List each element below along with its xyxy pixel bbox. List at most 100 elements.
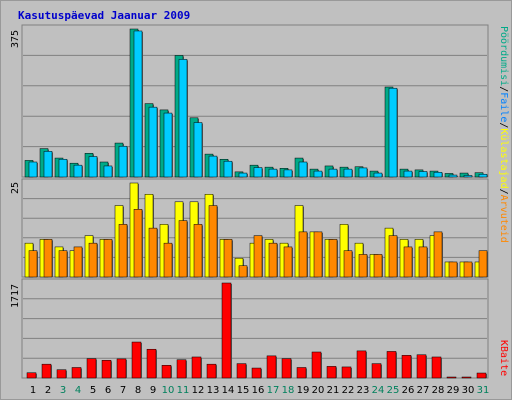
- bar-files-9: [148, 106, 158, 178]
- bar-files-3: [58, 158, 68, 178]
- bar-files-25: [388, 87, 398, 178]
- bar-sites-13: [208, 205, 218, 278]
- bar-kbytes-18: [281, 358, 292, 379]
- day-label-19: 19: [297, 385, 310, 396]
- day-label-25: 25: [387, 385, 400, 396]
- bar-sites-17: [268, 242, 278, 278]
- bar-kbytes-8: [131, 341, 142, 379]
- bar-sites-1: [28, 250, 38, 278]
- bar-files-16: [253, 167, 263, 178]
- bars: [24, 28, 488, 379]
- legend-sites-text: Arvuteid: [498, 195, 509, 243]
- legend-sep-1: /: [498, 86, 509, 92]
- bar-files-21: [328, 168, 338, 178]
- ymax-label-kbytes: 1717: [10, 284, 21, 308]
- bar-sites-2: [43, 239, 53, 278]
- day-label-29: 29: [447, 385, 460, 396]
- bar-kbytes-11: [176, 359, 187, 379]
- bar-files-28: [433, 172, 443, 178]
- bar-sites-22: [343, 250, 353, 278]
- day-label-17: 17: [267, 385, 280, 396]
- day-label-5: 5: [90, 385, 96, 396]
- legend-files-text: Faile: [498, 92, 509, 122]
- bar-kbytes-31: [476, 372, 487, 379]
- bar-files-7: [118, 145, 128, 178]
- bar-kbytes-24: [371, 363, 382, 379]
- bar-kbytes-17: [266, 355, 277, 379]
- bar-kbytes-30: [461, 376, 472, 379]
- bar-kbytes-10: [161, 365, 172, 379]
- bar-files-20: [313, 170, 323, 178]
- day-label-22: 22: [342, 385, 355, 396]
- day-label-27: 27: [417, 385, 430, 396]
- bar-files-26: [403, 170, 413, 178]
- day-label-9: 9: [150, 385, 156, 396]
- bar-files-17: [268, 168, 278, 178]
- bar-sites-9: [148, 227, 158, 278]
- bar-files-1: [28, 161, 38, 178]
- bar-sites-15: [238, 265, 248, 278]
- bar-kbytes-2: [41, 363, 52, 379]
- legend-sep-2: /: [498, 122, 509, 128]
- bar-sites-16: [253, 235, 263, 278]
- day-labels: 1 2 3 4 5 6 7 8 9 10 11 12 13 14 15 16 17 18 19 20 21 22 23 24 2…: [30, 385, 490, 396]
- bar-files-27: [418, 171, 428, 178]
- bar-kbytes-7: [116, 358, 127, 379]
- bar-files-8: [133, 30, 143, 178]
- day-label-1: 1: [30, 385, 36, 396]
- bar-kbytes-19: [296, 367, 307, 379]
- day-label-26: 26: [402, 385, 415, 396]
- bar-kbytes-14: [221, 282, 232, 379]
- day-label-4: 4: [75, 385, 81, 396]
- bar-sites-6: [103, 239, 113, 278]
- bar-sites-19: [298, 231, 308, 278]
- bar-sites-25: [388, 235, 398, 278]
- bar-sites-24: [373, 254, 383, 278]
- bar-kbytes-13: [206, 363, 217, 379]
- bar-sites-28: [433, 231, 443, 278]
- bar-sites-11: [178, 220, 188, 278]
- bar-files-15: [238, 172, 248, 178]
- bar-files-14: [223, 160, 233, 178]
- bar-kbytes-29: [446, 376, 457, 379]
- legend-top: Pöördumisi/Faile/Külastajad/Arvuteid: [498, 26, 509, 243]
- bar-files-11: [178, 59, 188, 178]
- day-label-16: 16: [252, 385, 265, 396]
- bar-sites-27: [418, 246, 428, 278]
- day-label-30: 30: [462, 385, 475, 396]
- day-label-7: 7: [120, 385, 126, 396]
- bar-sites-31: [478, 250, 488, 278]
- bar-sites-12: [193, 224, 203, 278]
- bar-kbytes-5: [86, 358, 97, 379]
- bar-sites-26: [403, 246, 413, 278]
- bar-sites-20: [313, 231, 323, 278]
- bar-kbytes-25: [386, 351, 397, 379]
- legend-hits-text: Pöördumisi: [498, 26, 509, 86]
- bar-kbytes-27: [416, 354, 427, 379]
- day-label-20: 20: [312, 385, 325, 396]
- bar-sites-29: [448, 261, 458, 278]
- bar-kbytes-12: [191, 356, 202, 379]
- bar-kbytes-6: [101, 360, 112, 379]
- day-label-14: 14: [222, 385, 235, 396]
- day-label-12: 12: [192, 385, 205, 396]
- bar-kbytes-16: [251, 367, 262, 379]
- legend-kbytes: KBaite: [498, 340, 509, 376]
- bar-files-31: [478, 173, 488, 178]
- day-label-10: 10: [162, 385, 175, 396]
- bar-sites-30: [463, 261, 473, 278]
- bar-kbytes-20: [311, 351, 322, 379]
- chart-title: Kasutuspäevad Jaanuar 2009: [18, 9, 190, 22]
- day-label-31: 31: [477, 385, 490, 396]
- day-label-21: 21: [327, 385, 340, 396]
- bar-kbytes-3: [56, 369, 67, 379]
- day-label-8: 8: [135, 385, 141, 396]
- bar-sites-3: [58, 250, 68, 278]
- bar-sites-21: [328, 239, 338, 278]
- ymax-label-hits: 375: [10, 30, 21, 48]
- legend-sep-3: /: [498, 189, 509, 195]
- bar-files-29: [448, 174, 458, 178]
- day-label-15: 15: [237, 385, 250, 396]
